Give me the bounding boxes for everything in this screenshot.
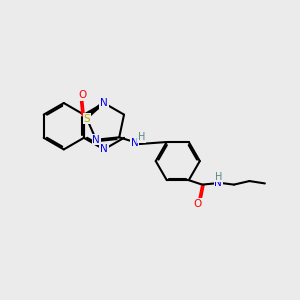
Text: H: H [214,172,222,182]
Text: N: N [100,98,108,108]
Text: N: N [92,135,100,145]
Text: N: N [131,138,139,148]
Text: O: O [194,199,202,209]
Text: H: H [137,132,145,142]
Text: N: N [214,178,222,188]
Text: O: O [78,90,86,100]
Text: S: S [83,114,90,124]
Text: N: N [100,144,108,154]
